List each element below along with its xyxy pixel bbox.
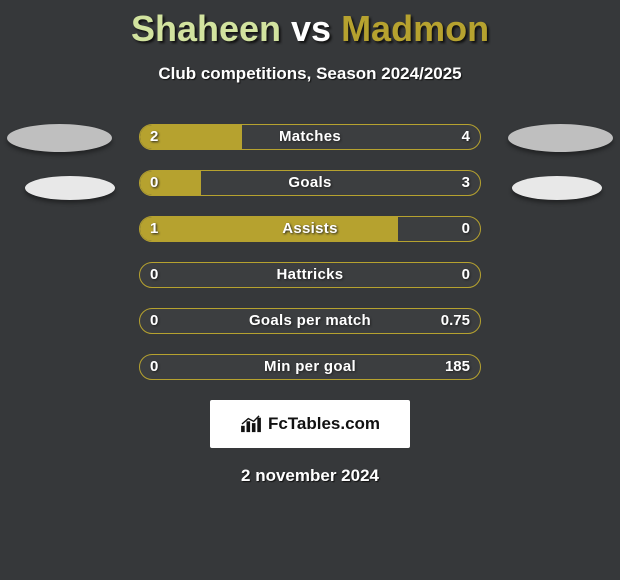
stat-right-value: 0 [462,266,470,283]
stat-right-value: 3 [462,174,470,191]
stat-label: Hattricks [140,266,480,283]
decor-ellipse [508,124,613,152]
stat-label: Matches [140,128,480,145]
vs-text: vs [291,8,331,49]
player2-name: Madmon [341,8,489,49]
decor-ellipse [512,176,602,200]
stat-right-value: 185 [445,358,470,375]
chart-icon [240,415,262,433]
player1-name: Shaheen [131,8,281,49]
stat-label: Goals [140,174,480,191]
stat-right-value: 0.75 [441,312,470,329]
branding-badge: FcTables.com [210,400,410,448]
chart-area: 2Matches40Goals31Assists00Hattricks00Goa… [0,124,620,380]
stat-row: 0Goals3 [139,170,481,196]
stat-row: 0Hattricks0 [139,262,481,288]
decor-ellipse [7,124,112,152]
stat-row: 0Min per goal185 [139,354,481,380]
decor-ellipse [25,176,115,200]
stat-row: 1Assists0 [139,216,481,242]
stat-row: 2Matches4 [139,124,481,150]
stat-label: Goals per match [140,312,480,329]
stat-right-value: 4 [462,128,470,145]
stat-bars: 2Matches40Goals31Assists00Hattricks00Goa… [139,124,481,380]
stat-right-value: 0 [462,220,470,237]
subtitle: Club competitions, Season 2024/2025 [0,64,620,84]
date-text: 2 november 2024 [0,466,620,486]
stat-label: Min per goal [140,358,480,375]
stat-row: 0Goals per match0.75 [139,308,481,334]
branding-text: FcTables.com [268,414,380,434]
comparison-title: Shaheen vs Madmon [0,0,620,50]
stat-label: Assists [140,220,480,237]
